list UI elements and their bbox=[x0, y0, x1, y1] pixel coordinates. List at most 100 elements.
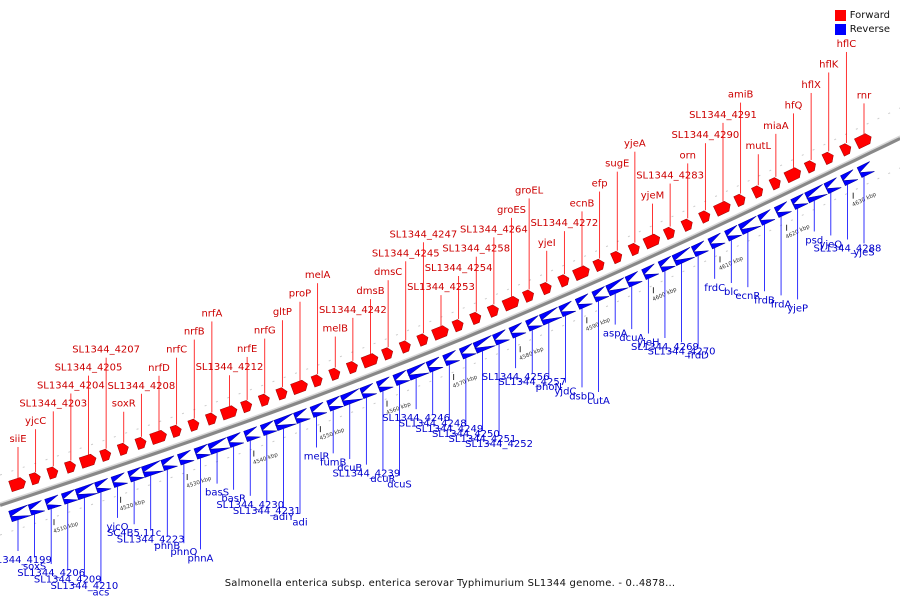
gene-nrfa[interactable] bbox=[205, 412, 218, 426]
gene-hfq[interactable] bbox=[783, 166, 803, 184]
gene-nrfb[interactable] bbox=[187, 418, 201, 432]
gene-adiy[interactable] bbox=[273, 413, 297, 432]
gene-groel[interactable] bbox=[522, 288, 536, 303]
gene-amib[interactable] bbox=[733, 192, 748, 208]
gene-nrfc[interactable] bbox=[169, 424, 183, 438]
gene-hflc[interactable] bbox=[839, 142, 854, 157]
gene-phno[interactable] bbox=[177, 449, 195, 466]
gene-sl1344-4249[interactable] bbox=[442, 350, 460, 367]
gene-yjeh[interactable] bbox=[641, 263, 659, 281]
gene-suge[interactable] bbox=[610, 250, 624, 265]
gene-sl1344-4210[interactable] bbox=[74, 482, 98, 501]
gene-sl1344-4239[interactable] bbox=[359, 383, 377, 399]
gene-yjep[interactable] bbox=[790, 193, 809, 210]
gene-psd[interactable] bbox=[804, 184, 828, 204]
gene-soxr[interactable] bbox=[116, 442, 130, 456]
gene-frdd[interactable] bbox=[690, 240, 709, 258]
gene-basr[interactable] bbox=[226, 432, 245, 448]
gene-dcur[interactable] bbox=[375, 376, 394, 393]
gene-orn[interactable] bbox=[680, 217, 695, 232]
gene-sl1344-4245[interactable] bbox=[398, 339, 412, 354]
gene-sl1344-4291[interactable] bbox=[713, 200, 732, 217]
gene-dmsc[interactable] bbox=[381, 346, 394, 361]
gene-sl1344-4209[interactable] bbox=[61, 489, 79, 505]
gene-prop[interactable] bbox=[290, 379, 310, 395]
gene-sl1344-4206[interactable] bbox=[44, 494, 62, 511]
gene-sl1344-4223[interactable] bbox=[141, 460, 164, 478]
gene-sl1344-4288[interactable] bbox=[840, 169, 859, 186]
gene-frdc[interactable] bbox=[707, 232, 726, 250]
gene-phnb[interactable] bbox=[160, 455, 178, 472]
gene-sl1344-4258[interactable] bbox=[469, 311, 483, 326]
gene-miaa[interactable] bbox=[768, 176, 783, 191]
gene-yjes[interactable] bbox=[856, 161, 875, 178]
gene-aspa[interactable] bbox=[605, 277, 629, 297]
gene-ecnr[interactable] bbox=[737, 215, 762, 235]
gene-bass[interactable] bbox=[207, 437, 231, 455]
gene-groes[interactable] bbox=[501, 295, 521, 312]
gene-sl1344-4247[interactable] bbox=[416, 332, 430, 347]
gene-melr[interactable] bbox=[309, 402, 328, 418]
gene-sl1344-4204[interactable] bbox=[64, 460, 77, 474]
gene-siie[interactable] bbox=[8, 476, 28, 493]
gene-yjem[interactable] bbox=[642, 232, 662, 250]
gene-sl1344-4208[interactable] bbox=[134, 436, 148, 450]
gene-dcus[interactable] bbox=[392, 370, 410, 386]
gene-dcub[interactable] bbox=[340, 388, 364, 407]
gene-sl1344-4252[interactable] bbox=[492, 329, 510, 346]
gene-adi[interactable] bbox=[293, 408, 311, 424]
gene-acs[interactable] bbox=[94, 478, 112, 494]
gene-sl1344-4212[interactable] bbox=[219, 404, 239, 421]
gene-phna[interactable] bbox=[193, 444, 211, 460]
gene-sl1344-4207[interactable] bbox=[99, 448, 113, 462]
gene-rnr[interactable] bbox=[854, 132, 873, 150]
gene-yjco[interactable] bbox=[110, 472, 128, 488]
gene-hflx[interactable] bbox=[803, 159, 818, 174]
gene-yjei[interactable] bbox=[539, 281, 554, 296]
gene-sl1344-4250[interactable] bbox=[458, 343, 477, 360]
gene-sc4b5-11c[interactable] bbox=[127, 466, 145, 483]
gene-sl1344-4246[interactable] bbox=[406, 362, 430, 381]
gene-sl1344-4230[interactable] bbox=[243, 426, 261, 442]
gene-soxs[interactable] bbox=[27, 500, 45, 516]
gene-nrfe[interactable] bbox=[240, 399, 254, 414]
gene-hflk[interactable] bbox=[821, 150, 836, 165]
gene-sl1344-4270[interactable] bbox=[671, 247, 695, 266]
gene-ecnb[interactable] bbox=[572, 264, 591, 281]
gene-sl1344-4199[interactable] bbox=[8, 504, 32, 523]
gene-sl1344-4248[interactable] bbox=[425, 356, 444, 373]
gene-phon[interactable] bbox=[538, 306, 563, 326]
gene-sl1344-4205[interactable] bbox=[78, 453, 98, 469]
gene-sl1344-4283[interactable] bbox=[662, 226, 677, 241]
gene-yjdc[interactable] bbox=[558, 300, 576, 318]
gene-sl1344-4242[interactable] bbox=[345, 360, 359, 375]
gene-sl1344-4264[interactable] bbox=[486, 303, 500, 318]
gene-sl1344-4231[interactable] bbox=[259, 420, 278, 436]
gene-yjeq[interactable] bbox=[823, 177, 842, 194]
gene-sl1344-4251[interactable] bbox=[472, 335, 496, 354]
gene-nrfg[interactable] bbox=[257, 393, 271, 407]
gene-mutl[interactable] bbox=[751, 184, 765, 199]
gene-frdb[interactable] bbox=[757, 209, 776, 226]
gene-sl1344-4254[interactable] bbox=[451, 318, 465, 333]
gene-mela[interactable] bbox=[310, 373, 324, 388]
gene-gltp[interactable] bbox=[275, 386, 289, 401]
gene-dmsb[interactable] bbox=[360, 352, 380, 369]
gene-sl1344-4203[interactable] bbox=[46, 466, 60, 480]
gene-yjcc[interactable] bbox=[28, 471, 42, 486]
gene-efp[interactable] bbox=[592, 258, 607, 272]
gene-sl1344-4253[interactable] bbox=[431, 324, 451, 341]
gene-dcua[interactable] bbox=[624, 271, 643, 288]
gene-sl1344-4272[interactable] bbox=[557, 273, 572, 288]
gene-melb[interactable] bbox=[328, 367, 342, 381]
gene-sl1344-4290[interactable] bbox=[698, 209, 713, 224]
gene-nrfd[interactable] bbox=[149, 429, 169, 445]
gene-sl1344-4256[interactable] bbox=[508, 322, 527, 339]
gene-dsbd[interactable] bbox=[574, 293, 593, 310]
gene-blc[interactable] bbox=[724, 224, 742, 242]
gene-cuta[interactable] bbox=[591, 286, 610, 303]
gene-sl1344-4257[interactable] bbox=[525, 315, 543, 332]
gene-sl1344-4269[interactable] bbox=[657, 255, 676, 273]
gene-frda[interactable] bbox=[773, 201, 792, 218]
gene-fumb[interactable] bbox=[326, 395, 344, 412]
